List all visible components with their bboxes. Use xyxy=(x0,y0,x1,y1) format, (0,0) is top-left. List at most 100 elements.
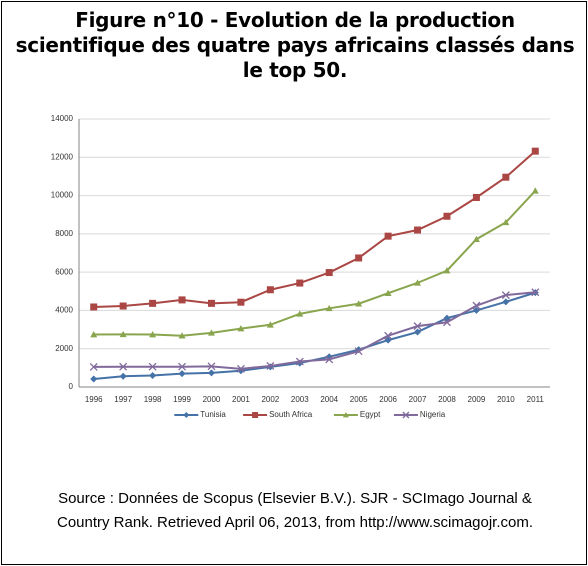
series-line xyxy=(93,190,537,337)
x-tick-label: 2003 xyxy=(291,395,309,404)
marker xyxy=(443,267,451,274)
legend-label: Tunisia xyxy=(200,410,226,419)
marker xyxy=(178,296,186,304)
x-tick-label: 2007 xyxy=(409,395,427,404)
marker-stroke xyxy=(266,361,275,370)
marker-stroke xyxy=(325,355,334,364)
x-tick-label: 2011 xyxy=(527,395,545,404)
marker-stroke xyxy=(413,322,422,331)
marker xyxy=(266,321,274,328)
marker xyxy=(90,331,98,338)
marker xyxy=(384,331,393,340)
marker-stroke xyxy=(472,301,481,310)
marker xyxy=(237,325,245,332)
y-tick-label: 10000 xyxy=(51,191,74,200)
legend-label: Egypt xyxy=(360,410,381,419)
y-tick-label: 2000 xyxy=(55,344,73,353)
marker xyxy=(296,279,304,287)
marker xyxy=(502,173,510,181)
marker-stroke xyxy=(89,362,98,371)
marker xyxy=(402,411,410,419)
chart-title: Figure n°10 - Evolution de la production… xyxy=(15,8,575,82)
marker xyxy=(413,322,422,331)
marker xyxy=(178,362,186,371)
x-tick-label: 2010 xyxy=(497,395,515,404)
marker xyxy=(472,301,481,310)
series-line xyxy=(93,150,536,308)
marker-stroke xyxy=(178,362,186,371)
marker xyxy=(236,364,245,373)
marker xyxy=(384,232,392,240)
marker xyxy=(149,299,157,307)
marker xyxy=(89,362,98,371)
marker xyxy=(384,289,392,296)
y-tick-label: 12000 xyxy=(51,152,74,161)
marker xyxy=(296,310,304,317)
marker-stroke xyxy=(501,291,510,300)
marker-stroke xyxy=(236,364,245,373)
marker xyxy=(502,218,510,226)
chart: 0 2000 4000 6000 8000 10000 12000 14000 1996 1997… xyxy=(51,114,550,419)
marker xyxy=(355,300,363,307)
marker xyxy=(325,304,333,312)
marker xyxy=(325,355,334,364)
marker-stroke xyxy=(384,331,393,340)
x-tick-label: 1999 xyxy=(173,395,191,404)
marker xyxy=(149,331,157,338)
x-tick-label: 2008 xyxy=(438,395,456,404)
marker xyxy=(266,286,274,294)
marker-stroke xyxy=(148,362,157,371)
marker xyxy=(472,235,480,243)
y-tick-label: 6000 xyxy=(55,267,73,276)
marker xyxy=(472,193,480,201)
marker xyxy=(414,279,422,286)
marker xyxy=(119,362,128,371)
marker-stroke xyxy=(443,318,451,327)
marker xyxy=(443,212,451,220)
x-tick-label: 1998 xyxy=(144,395,162,404)
series-line xyxy=(93,291,536,370)
source-note: Source : Données de Scopus (Elsevier B.V… xyxy=(56,490,534,531)
marker xyxy=(207,329,215,336)
y-tick-label: 14000 xyxy=(51,114,74,123)
marker xyxy=(354,347,363,356)
marker xyxy=(414,328,422,336)
marker xyxy=(207,362,216,371)
marker xyxy=(119,372,127,380)
marker xyxy=(502,298,510,306)
legend-label: South Africa xyxy=(269,410,313,419)
marker xyxy=(207,299,215,307)
marker-stroke xyxy=(402,411,410,419)
marker xyxy=(183,412,190,418)
marker-stroke xyxy=(295,357,304,366)
marker xyxy=(237,298,245,306)
marker-stroke xyxy=(531,288,540,297)
x-tick-label: 2005 xyxy=(350,395,368,404)
marker xyxy=(342,412,349,418)
marker-stroke xyxy=(354,347,363,356)
marker xyxy=(531,187,539,194)
marker xyxy=(119,302,127,310)
marker xyxy=(90,375,98,383)
marker xyxy=(472,306,480,314)
marker xyxy=(149,372,157,380)
y-tick-label: 8000 xyxy=(55,229,73,238)
legend-label: Nigeria xyxy=(420,410,446,419)
marker xyxy=(252,412,259,418)
marker xyxy=(148,362,157,371)
x-tick-label: 2009 xyxy=(468,395,486,404)
x-tick-label: 2006 xyxy=(379,395,397,404)
marker xyxy=(295,357,304,366)
y-tick-label: 0 xyxy=(69,382,74,391)
marker xyxy=(414,226,422,234)
x-tick-label: 1996 xyxy=(85,395,103,404)
marker xyxy=(178,370,186,378)
marker xyxy=(119,330,127,338)
marker xyxy=(531,288,540,297)
marker-stroke xyxy=(207,362,216,371)
marker xyxy=(90,303,98,311)
marker xyxy=(355,254,363,262)
x-tick-label: 2004 xyxy=(320,395,338,404)
marker xyxy=(501,291,510,300)
